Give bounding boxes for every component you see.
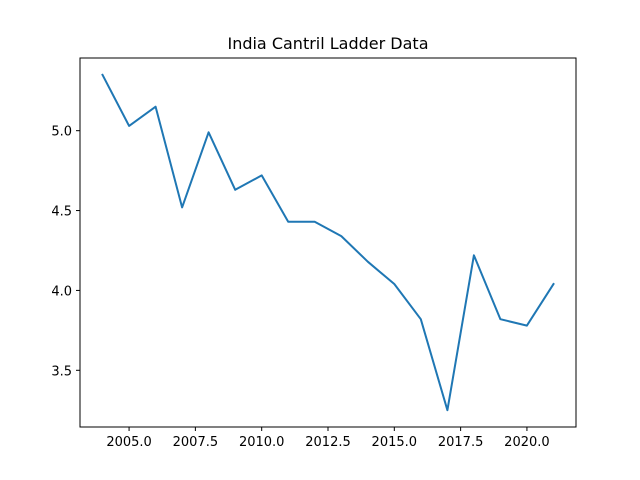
x-tick-label: 2020.0 [504,435,550,450]
chart-title: India Cantril Ladder Data [227,34,428,53]
y-axis-ticks: 3.5 4.0 4.5 5.0 [51,125,80,379]
x-tick-label: 2010.0 [239,435,285,450]
x-tick-label: 2005.0 [106,435,152,450]
y-tick-label: 4.0 [51,284,72,299]
y-tick-label: 4.5 [51,205,72,220]
x-tick-label: 2017.5 [438,435,484,450]
series-layer [101,73,555,412]
series-line [101,73,555,412]
x-tick-label: 2007.5 [173,435,219,450]
x-tick-label: 2015.0 [372,435,418,450]
x-tick-label: 2012.5 [305,435,351,450]
x-axis-ticks: 2005.0 2007.5 2010.0 2012.5 2015.0 2017.5 2020… [106,427,550,450]
y-tick-label: 3.5 [51,364,72,379]
y-tick-label: 5.0 [51,125,72,140]
plot-area-frame [79,57,577,428]
